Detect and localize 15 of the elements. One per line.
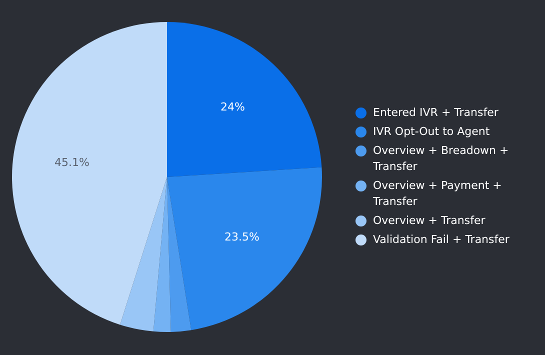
- pie-slice: [120, 177, 167, 332]
- legend-label: IVR Opt-Out to Agent: [373, 124, 490, 140]
- pie-slice: [167, 167, 322, 330]
- data-label: 23.5%: [224, 230, 260, 244]
- legend-label: Validation Fail + Transfer: [373, 232, 510, 248]
- data-label: 45.1%: [54, 156, 90, 169]
- pie-slice: [167, 177, 192, 332]
- legend-label: Entered IVR + Transfer: [373, 104, 498, 120]
- data-label: 24%: [220, 100, 246, 114]
- pie-slice: [12, 22, 167, 325]
- pie-slice: [153, 177, 171, 332]
- legend-label: Overview + Breadown + Transfer: [373, 142, 510, 174]
- legend-label: Overview + Payment + Transfer: [373, 178, 503, 210]
- legend-label: Overview + Transfer: [373, 212, 486, 228]
- pie-slice: [167, 22, 322, 177]
